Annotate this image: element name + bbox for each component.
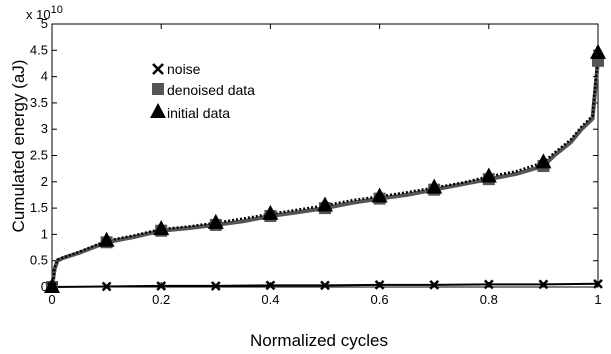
x-tick-label: 0.4: [261, 292, 279, 307]
initial-data-point: [98, 231, 115, 247]
y-tick-label: 1: [41, 226, 48, 241]
plot-border: [51, 23, 599, 288]
series-line-denoised-data: [50, 60, 600, 288]
x-tick-label: 0: [48, 292, 55, 307]
legend-entry-denoised-data: denoised data: [152, 82, 255, 98]
legend-denoised-label: denoised data: [167, 82, 255, 98]
y-tick-label: 2: [41, 174, 48, 189]
initial-data-point: [590, 43, 606, 59]
initial-data-point: [426, 178, 443, 194]
y-tick-label: 2.5: [30, 148, 48, 163]
initial-data-point: [207, 213, 224, 229]
y-axis-title: Cumulated energy (aJ): [9, 60, 28, 233]
noise-point: [483, 279, 494, 290]
initial-data-point: [262, 204, 279, 220]
x-tick-label: 0.8: [480, 292, 498, 307]
noise-point: [374, 280, 385, 290]
y-tick-label: 1.5: [30, 200, 48, 215]
initial-data-point: [153, 220, 170, 236]
legend-entry-noise: noise: [152, 61, 201, 77]
initial-data-point: [480, 167, 497, 183]
noise-point: [156, 281, 167, 291]
legend-noise-marker: [152, 63, 164, 75]
initial-data-point: [317, 196, 333, 212]
x-axis-ticks: 0 0.2 0.4 0.6 0.8 1: [48, 24, 602, 307]
y-tick-label: 4.5: [30, 42, 48, 57]
x-tick-label: 1: [594, 292, 601, 307]
y-tick-label: 5: [41, 16, 48, 31]
noise-point: [101, 281, 112, 292]
legend-denoised-marker: [152, 83, 164, 95]
legend-noise-label: noise: [167, 61, 201, 77]
x-axis-title: Normalized cycles: [250, 331, 388, 350]
x-tick-label: 0.6: [371, 292, 389, 307]
y-tick-label: 0.5: [30, 253, 48, 268]
plot-frame: [51, 23, 599, 288]
initial-data-point: [535, 153, 552, 169]
noise-point: [210, 281, 221, 291]
noise-point: [320, 280, 330, 291]
x-tick-label: 0.2: [152, 292, 170, 307]
noise-point: [47, 282, 57, 292]
noise-point: [538, 279, 549, 290]
y-tick-label: 3.5: [30, 95, 48, 110]
series-layer: [50, 52, 600, 288]
y-tick-label: 4: [41, 69, 48, 84]
legend-initial-marker: [150, 103, 166, 118]
marker-layer: [44, 43, 606, 293]
initial-data-point: [371, 187, 388, 203]
noise-point: [429, 280, 440, 290]
legend: noise denoised data initial data: [148, 58, 276, 134]
legend-box: [148, 58, 276, 134]
y-multiplier: x 1010: [26, 4, 63, 22]
noise-point: [593, 278, 603, 289]
series-line-initial-data: [50, 52, 600, 288]
legend-entry-initial-data: initial data: [150, 103, 230, 121]
y-axis-ticks: 0 0.5 1 1.5 2 2.5 3 3.5 4 4.5 5: [30, 16, 598, 294]
y-tick-label: 0: [41, 279, 48, 294]
y-tick-label: 3: [41, 121, 48, 136]
legend-initial-label: initial data: [167, 105, 230, 121]
noise-point: [265, 280, 276, 291]
